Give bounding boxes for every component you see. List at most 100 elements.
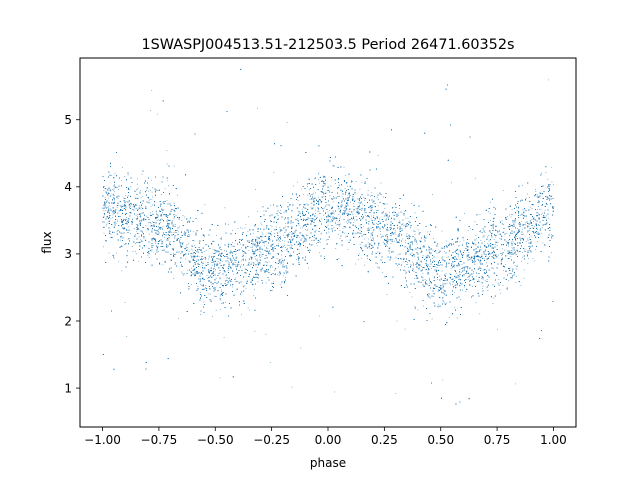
data-point — [146, 190, 148, 191]
data-point — [507, 242, 509, 244]
data-point — [299, 242, 301, 243]
data-point — [539, 209, 541, 210]
data-point — [402, 261, 404, 263]
data-point — [157, 227, 159, 229]
data-point — [475, 275, 477, 277]
data-point — [201, 249, 202, 251]
data-point — [255, 189, 256, 190]
data-point — [473, 272, 475, 274]
data-point — [150, 110, 151, 111]
data-point — [426, 283, 428, 285]
data-point — [238, 264, 240, 265]
data-point — [523, 269, 525, 271]
data-point — [142, 212, 144, 214]
data-point — [208, 256, 210, 258]
data-point — [277, 237, 279, 239]
data-point — [201, 257, 203, 259]
data-point — [117, 219, 118, 221]
data-point — [488, 211, 489, 213]
data-point — [117, 212, 119, 214]
data-point — [383, 196, 384, 198]
data-point — [151, 191, 153, 193]
data-point — [355, 216, 357, 217]
data-point — [416, 265, 418, 267]
data-point — [353, 203, 355, 205]
data-point — [370, 236, 371, 238]
data-point — [414, 278, 416, 279]
data-point — [347, 205, 349, 206]
data-point — [406, 235, 408, 237]
data-point — [345, 236, 346, 238]
data-point — [220, 283, 222, 285]
data-point — [281, 263, 282, 264]
data-point — [203, 301, 205, 303]
data-point — [186, 249, 188, 251]
data-point — [296, 181, 298, 183]
data-point — [118, 204, 120, 206]
data-point — [263, 269, 265, 271]
data-point — [303, 194, 305, 195]
data-point — [262, 206, 264, 208]
data-point — [425, 255, 427, 257]
data-point — [503, 249, 505, 251]
data-point — [244, 268, 246, 270]
data-point — [446, 257, 448, 258]
data-point — [260, 242, 262, 243]
data-point — [396, 320, 398, 322]
data-point — [454, 256, 455, 257]
data-point — [152, 211, 153, 212]
data-point — [299, 205, 301, 206]
data-point — [325, 191, 327, 193]
data-point — [262, 248, 263, 250]
data-point — [288, 245, 290, 247]
data-point — [361, 181, 363, 183]
data-point — [310, 202, 312, 204]
data-point — [454, 307, 456, 309]
data-point — [227, 270, 229, 271]
data-point — [121, 206, 122, 208]
data-point — [253, 264, 255, 266]
data-point — [137, 178, 138, 180]
data-point — [112, 203, 114, 204]
data-point — [297, 219, 298, 221]
data-point — [285, 226, 286, 228]
data-point — [312, 244, 313, 246]
data-point — [163, 214, 164, 216]
data-point — [548, 217, 550, 219]
data-point — [214, 295, 216, 297]
data-point — [425, 264, 427, 265]
data-point — [148, 222, 149, 224]
data-point — [377, 263, 378, 265]
data-point — [548, 185, 550, 186]
data-point — [344, 227, 346, 229]
data-point — [188, 250, 190, 252]
data-point — [536, 232, 537, 234]
data-point — [355, 263, 356, 265]
data-point — [458, 245, 459, 247]
data-point — [406, 246, 408, 248]
data-point — [205, 287, 207, 289]
data-point — [268, 227, 270, 229]
data-point — [254, 224, 256, 226]
data-point — [422, 272, 424, 274]
data-point — [377, 251, 379, 253]
data-point — [405, 252, 406, 254]
data-point — [195, 271, 197, 273]
data-point — [256, 271, 257, 273]
data-point — [508, 245, 509, 247]
data-point — [123, 197, 125, 199]
data-point — [297, 200, 299, 201]
data-point — [488, 240, 490, 242]
data-point — [382, 241, 384, 243]
data-point — [424, 279, 426, 280]
data-point — [332, 165, 334, 167]
data-point — [141, 212, 143, 214]
data-point — [153, 245, 155, 246]
data-point — [431, 194, 433, 195]
data-point — [406, 252, 407, 254]
data-point — [418, 268, 419, 269]
data-point — [303, 218, 304, 220]
data-point — [193, 252, 195, 254]
data-point — [422, 305, 424, 307]
data-point — [166, 247, 168, 248]
